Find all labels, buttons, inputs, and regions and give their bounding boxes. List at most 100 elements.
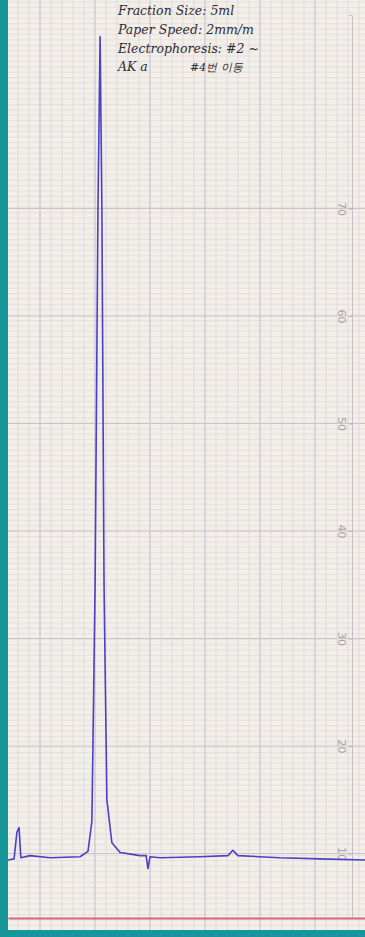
paper-line xyxy=(8,585,365,586)
paper-line xyxy=(62,0,63,930)
paper-line xyxy=(8,639,365,640)
paper-line xyxy=(128,0,129,930)
annotation: AK a xyxy=(117,59,148,74)
paper-line xyxy=(8,779,365,780)
paper-line xyxy=(8,66,365,67)
paper-line xyxy=(51,0,52,930)
paper-line xyxy=(8,720,365,721)
paper-line xyxy=(161,0,162,930)
x-axis xyxy=(9,918,365,919)
paper-line xyxy=(8,536,365,537)
paper-line xyxy=(8,250,365,251)
paper-line xyxy=(315,0,316,930)
paper-line xyxy=(8,201,365,202)
paper-line xyxy=(8,493,365,494)
paper-line xyxy=(8,120,365,121)
paper-line xyxy=(8,596,365,597)
paper-line xyxy=(8,342,365,343)
paper-line xyxy=(8,871,365,872)
paper-line xyxy=(8,914,365,915)
paper-line xyxy=(8,623,365,624)
grid-line xyxy=(8,638,365,639)
paper-line xyxy=(8,617,365,618)
paper-line xyxy=(8,898,365,899)
paper xyxy=(8,0,365,930)
paper-line xyxy=(8,131,365,132)
paper-line xyxy=(8,704,365,705)
grid-line xyxy=(8,316,365,317)
paper-line xyxy=(150,0,151,930)
tick-mark xyxy=(349,746,352,747)
tick-mark xyxy=(349,316,352,317)
paper-line xyxy=(8,266,365,267)
paper-line xyxy=(326,0,327,930)
paper-line xyxy=(8,515,365,516)
paper-line xyxy=(8,353,365,354)
paper-line xyxy=(29,0,30,930)
paper-line xyxy=(8,315,365,316)
paper-line xyxy=(8,882,365,883)
paper-line xyxy=(8,93,365,94)
paper-line xyxy=(293,0,294,930)
paper-line xyxy=(348,0,349,930)
paper-line xyxy=(194,0,195,930)
paper-line xyxy=(8,390,365,391)
paper-line xyxy=(8,768,365,769)
paper-line xyxy=(216,0,217,930)
paper-line xyxy=(8,547,365,548)
paper-line xyxy=(150,0,151,930)
paper-line xyxy=(359,0,360,930)
paper-line xyxy=(8,282,365,283)
paper-line xyxy=(8,714,365,715)
paper-line xyxy=(8,218,365,219)
paper-line xyxy=(8,471,365,472)
paper-line xyxy=(8,147,365,148)
y-axis-line xyxy=(349,16,353,919)
paper-line xyxy=(8,563,365,564)
paper-line xyxy=(8,261,365,262)
paper-line xyxy=(8,747,365,748)
paper-line xyxy=(8,72,365,73)
paper-line xyxy=(260,0,261,930)
paper-line xyxy=(8,698,365,699)
tick-label: 30 xyxy=(335,632,348,646)
paper-line xyxy=(8,169,365,170)
paper-line xyxy=(8,866,365,867)
paper-line xyxy=(315,0,316,930)
paper-line xyxy=(8,633,365,634)
paper-line xyxy=(8,887,365,888)
paper-line xyxy=(8,855,365,856)
paper-line xyxy=(8,860,365,861)
paper-line xyxy=(8,925,365,926)
paper-line xyxy=(249,0,250,930)
paper-line xyxy=(8,569,365,570)
annotation: Electrophoresis: #2 ~ xyxy=(117,41,259,56)
grid xyxy=(8,209,365,854)
tick-label: 50 xyxy=(335,417,348,431)
grid-line xyxy=(8,423,365,424)
paper-line xyxy=(8,682,365,683)
paper-line xyxy=(8,731,365,732)
tick: 60 xyxy=(335,310,352,324)
paper-line xyxy=(8,876,365,877)
paper-line xyxy=(205,0,206,930)
paper-line xyxy=(8,795,365,796)
tick-mark xyxy=(349,854,352,855)
paper-line xyxy=(8,272,365,273)
paper-line xyxy=(8,920,365,921)
paper-line xyxy=(8,309,365,310)
paper-line xyxy=(8,423,365,424)
grid-line xyxy=(8,746,365,747)
paper-line xyxy=(8,158,365,159)
paper-line xyxy=(8,687,365,688)
paper-line xyxy=(40,0,41,930)
tick: 50 xyxy=(335,417,352,431)
annotations: Fraction Size: 5mlPaper Speed: 2mm/mElec… xyxy=(117,3,259,74)
paper-line xyxy=(8,180,365,181)
paper-line xyxy=(8,104,365,105)
paper-line xyxy=(227,0,228,930)
paper-line xyxy=(260,0,261,930)
paper-line xyxy=(8,509,365,510)
annotation: Fraction Size: 5ml xyxy=(117,3,234,18)
paper-line xyxy=(271,0,272,930)
